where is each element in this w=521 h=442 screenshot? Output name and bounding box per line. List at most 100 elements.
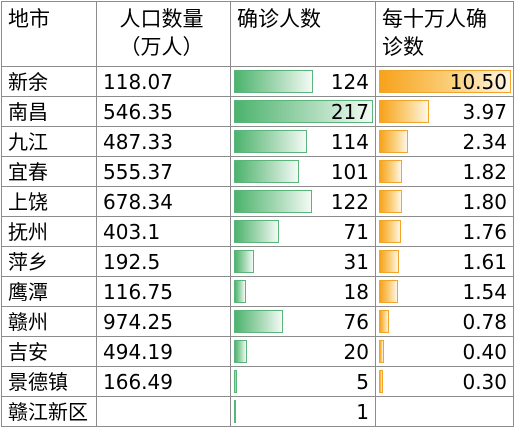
rate-cell: 3.97	[375, 96, 514, 127]
rate-databar	[379, 100, 429, 123]
cases-cell: 1	[230, 396, 376, 427]
table-row: 萍乡 192.5 31 1.61	[1, 246, 514, 277]
rate-value: 10.50	[449, 69, 507, 94]
population-cell: 974.25	[96, 306, 231, 337]
cases-databar	[234, 190, 313, 213]
cases-cell: 124	[230, 66, 376, 97]
population-cell: 494.19	[96, 336, 231, 367]
rate-databar	[379, 250, 400, 273]
header-city: 地市	[1, 1, 97, 67]
cases-databar	[234, 340, 247, 363]
city-cell: 南昌	[1, 96, 97, 127]
population-cell: 118.07	[96, 66, 231, 97]
cases-databar	[234, 400, 236, 423]
table-row: 九江 487.33 114 2.34	[1, 126, 514, 157]
city-cell: 上饶	[1, 186, 97, 217]
rate-cell: 0.40	[375, 336, 514, 367]
cases-value: 217	[330, 99, 369, 124]
rate-cell: 1.54	[375, 276, 514, 307]
rate-value: 1.61	[462, 249, 507, 274]
rate-databar	[379, 370, 383, 393]
rate-value: 1.76	[462, 219, 507, 244]
cases-cell: 31	[230, 246, 376, 277]
city-cell: 吉安	[1, 336, 97, 367]
city-cell: 九江	[1, 126, 97, 157]
table-row: 抚州 403.1 71 1.76	[1, 216, 514, 247]
rate-databar	[379, 220, 402, 243]
rate-cell: 10.50	[375, 66, 514, 97]
population-cell: 546.35	[96, 96, 231, 127]
table-body: 地市 人口数量（万人） 确诊人数 每十万人确诊数 新余 118.07 124 10.5…	[1, 1, 514, 427]
table-row: 鹰潭 116.75 18 1.54	[1, 276, 514, 307]
rate-cell: 0.30	[375, 366, 514, 397]
cases-databar	[234, 220, 280, 243]
header-population: 人口数量（万人）	[96, 1, 231, 67]
rate-cell: 1.76	[375, 216, 514, 247]
table-row: 赣江新区 1	[1, 396, 514, 427]
city-cell: 宜春	[1, 156, 97, 187]
city-cell: 萍乡	[1, 246, 97, 277]
rate-databar	[379, 280, 399, 303]
header-cases: 确诊人数	[230, 1, 376, 67]
rate-value: 0.40	[462, 339, 507, 364]
population-cell: 555.37	[96, 156, 231, 187]
population-cell	[96, 396, 231, 427]
cases-value: 71	[343, 219, 369, 244]
cases-value: 122	[330, 189, 369, 214]
cases-cell: 217	[230, 96, 376, 127]
rate-cell	[375, 396, 514, 427]
cases-value: 124	[330, 69, 369, 94]
cases-databar	[234, 280, 246, 303]
cases-cell: 5	[230, 366, 376, 397]
table-row: 赣州 974.25 76 0.78	[1, 306, 514, 337]
table-row: 宜春 555.37 101 1.82	[1, 156, 514, 187]
cases-databar	[234, 310, 283, 333]
rate-cell: 0.78	[375, 306, 514, 337]
population-cell: 403.1	[96, 216, 231, 247]
cases-value: 101	[330, 159, 369, 184]
cases-value: 5	[356, 369, 369, 394]
rate-value: 2.34	[462, 129, 507, 154]
cases-value: 114	[330, 129, 369, 154]
table-row: 南昌 546.35 217 3.97	[1, 96, 514, 127]
rate-value: 0.30	[462, 369, 507, 394]
cases-databar	[234, 70, 314, 93]
cases-value: 31	[343, 249, 369, 274]
table-row: 新余 118.07 124 10.50	[1, 66, 514, 97]
population-cell: 116.75	[96, 276, 231, 307]
city-cell: 新余	[1, 66, 97, 97]
header-row: 地市 人口数量（万人） 确诊人数 每十万人确诊数	[1, 1, 514, 67]
rate-databar	[379, 70, 511, 93]
cases-value: 76	[343, 309, 369, 334]
rate-cell: 1.80	[375, 186, 514, 217]
rate-databar	[379, 190, 402, 213]
cases-value: 20	[343, 339, 369, 364]
city-cell: 赣州	[1, 306, 97, 337]
covid-city-table: 地市 人口数量（万人） 确诊人数 每十万人确诊数 新余 118.07 124 10.5…	[1, 1, 514, 427]
rate-value: 1.80	[462, 189, 507, 214]
table-row: 景德镇 166.49 5 0.30	[1, 366, 514, 397]
rate-value: 3.97	[462, 99, 507, 124]
cases-value: 1	[356, 399, 369, 424]
city-cell: 赣江新区	[1, 396, 97, 427]
cases-databar	[234, 130, 308, 153]
cases-databar	[234, 100, 373, 123]
rate-cell: 1.61	[375, 246, 514, 277]
cases-cell: 18	[230, 276, 376, 307]
rate-value: 0.78	[462, 309, 507, 334]
cases-cell: 20	[230, 336, 376, 367]
rate-cell: 2.34	[375, 126, 514, 157]
population-cell: 487.33	[96, 126, 231, 157]
cases-databar	[234, 250, 254, 273]
rate-value: 1.82	[462, 159, 507, 184]
cases-cell: 76	[230, 306, 376, 337]
population-cell: 192.5	[96, 246, 231, 277]
cases-databar	[234, 160, 299, 183]
cases-cell: 122	[230, 186, 376, 217]
population-cell: 166.49	[96, 366, 231, 397]
city-cell: 景德镇	[1, 366, 97, 397]
table-row: 上饶 678.34 122 1.80	[1, 186, 514, 217]
cases-cell: 101	[230, 156, 376, 187]
rate-databar	[379, 310, 389, 333]
rate-databar	[379, 340, 385, 363]
